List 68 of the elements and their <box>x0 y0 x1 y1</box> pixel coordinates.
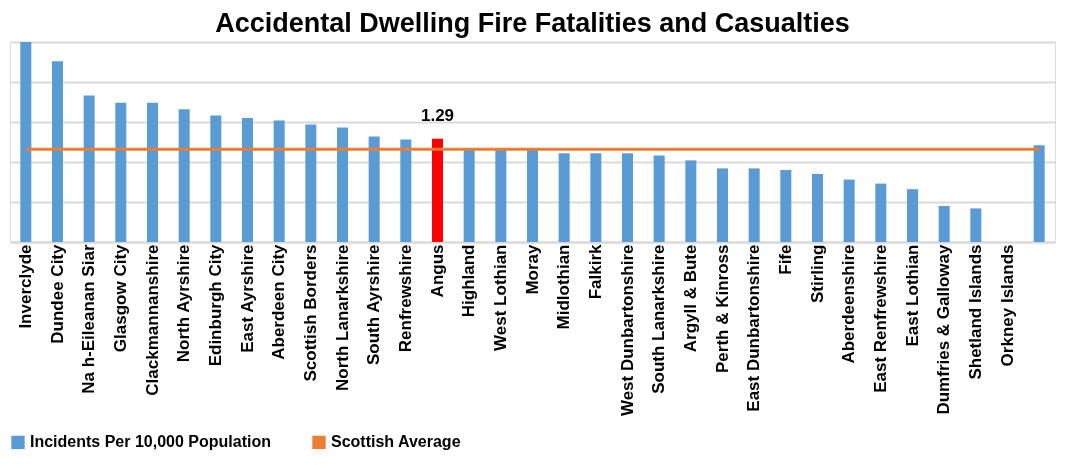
bar <box>178 109 190 242</box>
x-tick-label: Clackmannanshire <box>142 244 162 396</box>
x-tick-label: Na h-Eileanan Siar <box>79 244 99 394</box>
bar <box>590 153 602 242</box>
bar <box>938 206 950 242</box>
x-tick-label: Scottish Borders <box>300 244 320 382</box>
x-tick-label: Edinburgh City <box>205 243 225 367</box>
x-tick-label: East Dunbartonshire <box>744 244 764 412</box>
bar <box>432 138 443 242</box>
bar <box>400 139 412 242</box>
bar <box>20 42 32 242</box>
x-tick-label: North Ayrshire <box>174 244 194 363</box>
bar <box>685 160 697 242</box>
x-tick-label: North Lanarkshire <box>332 244 352 391</box>
bar <box>83 95 95 242</box>
bar <box>875 183 887 242</box>
bar <box>115 102 127 242</box>
bar <box>527 150 538 242</box>
bar <box>717 168 728 242</box>
bar <box>970 208 982 242</box>
x-tick-label: Angus <box>427 244 447 298</box>
legend-label: Scottish Average <box>331 433 461 451</box>
x-tick-label: Aberdeen City <box>269 243 289 360</box>
x-tick-label: Moray <box>522 243 542 295</box>
legend-label: Incidents Per 10,000 Population <box>30 433 271 451</box>
bar <box>558 153 570 242</box>
bar <box>147 102 158 242</box>
bar <box>653 155 665 242</box>
x-tick-label: East Renfrewshire <box>870 244 890 393</box>
x-tick-label: East Ayrshire <box>237 244 257 353</box>
bar <box>780 170 792 242</box>
bar <box>210 115 222 242</box>
x-tick-label: Perth & Kinross <box>712 244 732 373</box>
chart-title: Accidental Dwelling Fire Fatalities and Casualties <box>215 8 850 38</box>
bar <box>52 61 63 242</box>
x-tick-label: South Ayrshire <box>364 244 384 366</box>
x-tick-label: Midlothian <box>554 244 574 330</box>
x-tick-label: Inverclyde <box>15 244 35 329</box>
x-tick-label: West Dunbartonshire <box>617 244 637 417</box>
bar <box>622 153 633 242</box>
bar <box>812 174 823 242</box>
bar <box>907 189 918 242</box>
x-tick-label: Highland <box>459 244 479 318</box>
x-tick-label: Orkney Islands <box>997 244 1017 367</box>
bar <box>337 127 348 242</box>
x-tick-label: Argyll & Bute <box>680 244 700 353</box>
x-tick-label: Glasgow City <box>110 243 130 353</box>
x-tick-label: Aberdeenshire <box>839 244 859 364</box>
bar <box>305 124 317 242</box>
x-tick-label: West Lothian <box>490 244 510 351</box>
bar <box>1033 145 1045 242</box>
bar <box>843 179 855 242</box>
bar <box>463 149 475 242</box>
bar <box>242 118 253 242</box>
x-tick-label: Dundee City <box>47 243 67 344</box>
data-label: 1.29 <box>420 105 455 125</box>
bar <box>495 150 507 242</box>
x-tick-label: Shetland Islands <box>965 244 985 380</box>
x-tick-label: Dumfries & Galloway <box>934 243 954 415</box>
x-tick-label: Falkirk <box>585 243 605 300</box>
x-tick-label: Stirling <box>807 244 827 304</box>
bar <box>748 168 760 242</box>
x-tick-label: Fife <box>775 244 795 275</box>
x-tick-label: Renfrewshire <box>395 244 415 353</box>
bar <box>273 120 285 242</box>
bar <box>368 136 380 242</box>
x-tick-label: East Lothian <box>902 244 922 347</box>
x-tick-label: South Lanarkshire <box>649 244 669 394</box>
